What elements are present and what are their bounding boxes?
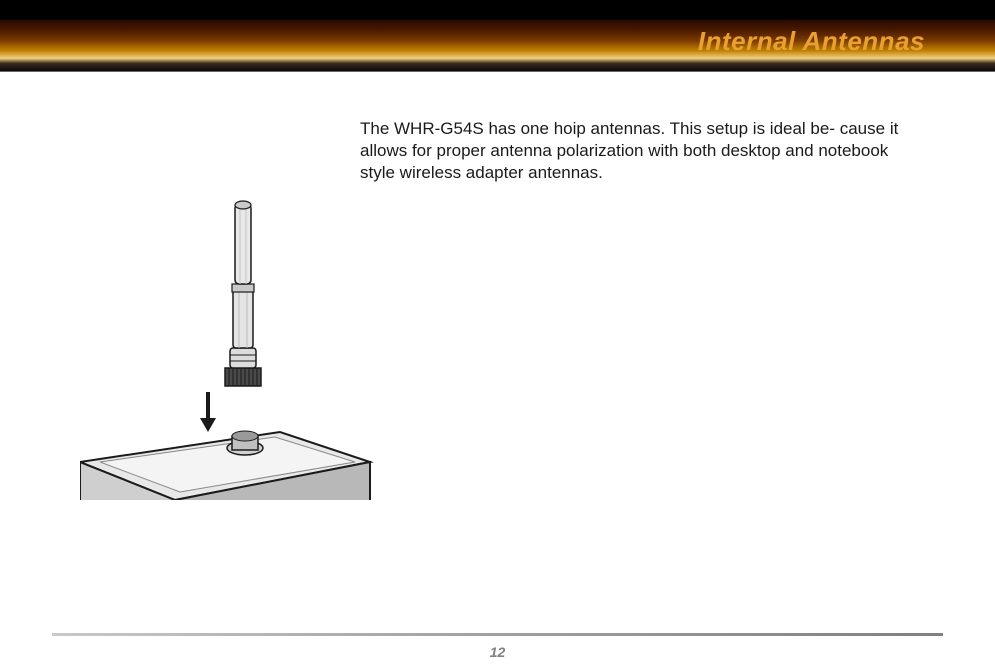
header-top-strip [0,0,995,20]
page-root: Internal Antennas The WHR-G54S has one h… [0,0,995,670]
footer-divider [52,633,943,636]
page-number: 12 [0,644,995,660]
content-area: The WHR-G54S has one hoip antennas. This… [60,110,935,630]
body-paragraph: The WHR-G54S has one hoip antennas. This… [360,118,900,184]
page-title: Internal Antennas [698,26,925,57]
antenna-illustration [80,200,380,500]
